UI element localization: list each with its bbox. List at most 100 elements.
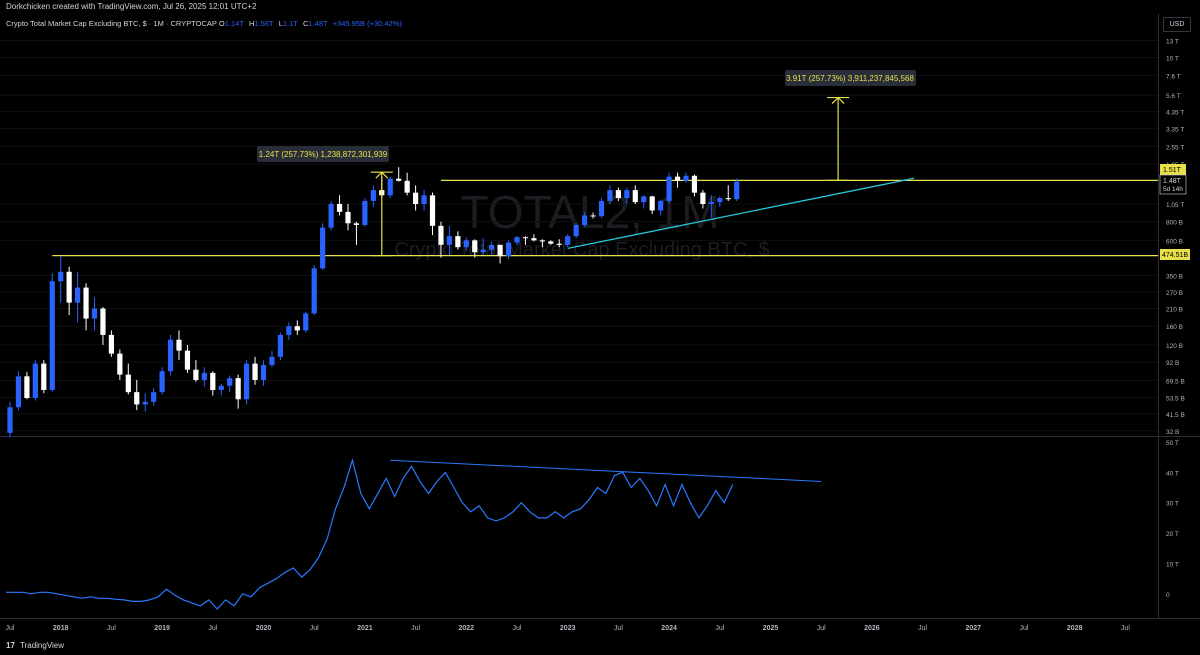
candle-body [15, 376, 22, 408]
indicator-tick-label: 50 T [1166, 440, 1179, 447]
price-tick-label: 92 B [1166, 360, 1179, 367]
symbol-legend: Crypto Total Market Cap Excluding BTC, $… [6, 18, 402, 30]
measure-label-2-text: 3.91T (257.73%) 3,911,237,845,568 [786, 74, 914, 83]
candle-body [286, 326, 292, 335]
footer-bar: 17 TradingView [0, 637, 1200, 655]
time-tick-label: Jul [6, 625, 15, 632]
candle-body [607, 190, 613, 201]
tradingview-brand: TradingView [20, 641, 65, 650]
candle-body [522, 237, 529, 239]
candle-body [303, 313, 309, 331]
candle-body [75, 287, 81, 303]
ascending-trendline [567, 177, 915, 250]
candle-body [658, 200, 664, 211]
price-tick-label: 350 B [1166, 273, 1183, 280]
candle-body [429, 195, 436, 226]
last-price-label: 1.48T 5d 14h [1159, 174, 1187, 195]
credit-bar: Dorkchicken created with TradingView.com… [0, 0, 1200, 14]
candle-body [421, 195, 427, 204]
price-tick-label: 120 B [1166, 343, 1183, 350]
time-tick-label: Jul [918, 625, 927, 632]
candle-body [489, 244, 495, 250]
indicator-pane [6, 457, 822, 610]
indicator-axis[interactable]: 50 T 40 T 30 T 20 T 10 T 0 [1166, 440, 1179, 599]
ohlc-low-label: L [278, 19, 283, 28]
price-tick-label: 800 B [1166, 220, 1183, 227]
candle-body [134, 392, 140, 405]
support-price-text: 474.51B [1162, 252, 1188, 259]
candle-body [624, 190, 630, 199]
candle-body [159, 371, 165, 393]
candle-body [32, 363, 38, 399]
time-tick-label: Jul [513, 625, 522, 632]
price-tick-label: 32 B [1166, 429, 1179, 436]
candle-body [167, 339, 174, 372]
candle-body [370, 190, 376, 201]
price-tick-label: 7.6 T [1166, 73, 1181, 80]
candle-body [531, 238, 537, 241]
price-tick-label: 4.35 T [1166, 110, 1184, 117]
time-tick-label: Jul [1020, 625, 1029, 632]
time-tick-label: Jul [817, 625, 826, 632]
candle-body [674, 176, 681, 181]
candle-body [227, 378, 233, 386]
candle-body [717, 198, 723, 203]
candle-body [58, 271, 64, 282]
price-tick-label: 160 B [1166, 324, 1183, 331]
credit-text: Dorkchicken created with TradingView.com… [6, 2, 257, 11]
candle-body [455, 236, 461, 248]
candle-body [176, 339, 182, 351]
indicator-line [6, 457, 734, 610]
time-tick-label: 2025 [763, 625, 779, 632]
resistance-price-label: 1.51T [1160, 164, 1186, 175]
ohlc-close-label: C [302, 19, 309, 28]
candle-body [218, 385, 224, 390]
time-tick-label: 2018 [53, 625, 69, 632]
time-tick-label: 2023 [560, 625, 576, 632]
candle-body [725, 198, 731, 200]
indicator-tick-label: 20 T [1166, 531, 1179, 538]
candle-body [49, 281, 55, 390]
currency-button[interactable]: USD [1163, 17, 1191, 32]
time-axis[interactable]: Jul 2018 Jul 2019 Jul 2020 Jul 2021 Jul 2022 Jul 20… [6, 625, 1131, 632]
candle-body [548, 241, 554, 244]
horizontal-levels [52, 179, 1158, 257]
candle-body [210, 372, 216, 390]
candle-body [683, 175, 689, 181]
candle-body [311, 268, 317, 314]
candle-body [100, 308, 106, 335]
price-tick-label: 10 T [1166, 56, 1179, 63]
candle-body [556, 243, 562, 245]
candle-body [573, 224, 579, 237]
candle-body [539, 240, 545, 242]
candle-body [472, 240, 478, 253]
resistance-price-text: 1.51T [1163, 167, 1182, 174]
candle-body [666, 176, 672, 201]
candle-body [514, 237, 520, 243]
price-tick-label: 2.55 T [1166, 144, 1184, 151]
time-tick-label: Jul [208, 625, 217, 632]
price-tick-label: 270 B [1166, 290, 1183, 297]
candlestick-series [7, 167, 740, 438]
candle-body [404, 180, 410, 193]
price-axis[interactable]: 32 B 41.5 B 53.5 B 69.5 B 92 B 120 B 160 B 210 … [1166, 38, 1185, 435]
time-tick-label: 2026 [864, 625, 880, 632]
ohlc-open-value: 1.14T [224, 19, 244, 28]
tradingview-logo-icon: 17 [6, 641, 15, 650]
ohlc-open-label: O [218, 19, 225, 28]
candle-body [480, 249, 486, 253]
candle-body [328, 203, 334, 228]
time-tick-label: 2024 [661, 625, 677, 632]
ohlc-high-value: 1.56T [254, 19, 274, 28]
time-tick-label: Jul [411, 625, 420, 632]
candle-body [565, 236, 571, 245]
measure-label-1: 1.24T (257.73%) 1,238,872,301,939 [257, 146, 389, 162]
candle-body [615, 190, 621, 199]
candle-body [41, 363, 47, 390]
candle-body [184, 350, 191, 370]
candle-body [463, 240, 469, 248]
ohlc-close-value: 1.48T [308, 19, 328, 28]
candle-body [125, 374, 131, 393]
measure-arrowhead [375, 171, 389, 179]
